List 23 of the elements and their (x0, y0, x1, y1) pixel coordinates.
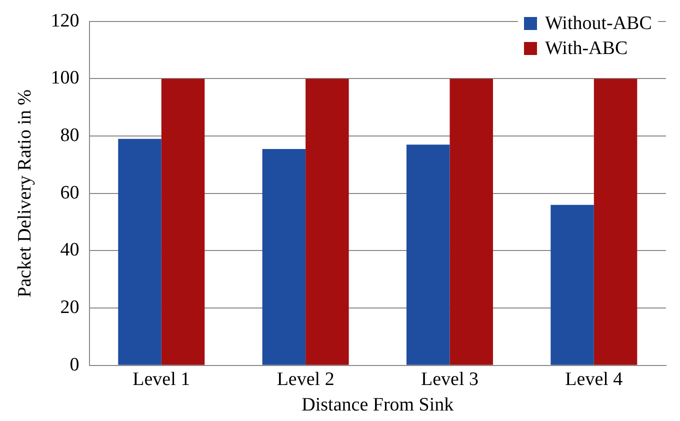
x-tick-label: Level 2 (276, 368, 334, 390)
bar (550, 204, 594, 365)
x-tick-label: Level 3 (420, 368, 478, 390)
bar (406, 144, 450, 365)
legend-label: Without-ABC (544, 12, 652, 36)
bar (262, 148, 306, 365)
x-axis-title: Distance From Sink (302, 394, 454, 416)
y-tick-label: 0 (70, 354, 80, 376)
bar (306, 78, 349, 365)
x-tick-label: Level 1 (132, 368, 190, 390)
bar (161, 78, 205, 365)
y-tick-label: 20 (60, 297, 80, 318)
y-tick-label: 120 (50, 10, 80, 32)
y-tick-label: 40 (60, 240, 80, 261)
y-axis-title: Packet Delivery Ratio in % (14, 89, 36, 298)
x-tick-label: Level 4 (565, 368, 624, 390)
bar (118, 138, 162, 365)
legend-label: With-ABC (544, 37, 629, 62)
y-tick-label: 60 (60, 182, 80, 204)
y-tick-label: 80 (60, 125, 80, 146)
y-tick-label: 100 (50, 68, 80, 89)
bar (594, 78, 638, 365)
bar (450, 78, 493, 365)
